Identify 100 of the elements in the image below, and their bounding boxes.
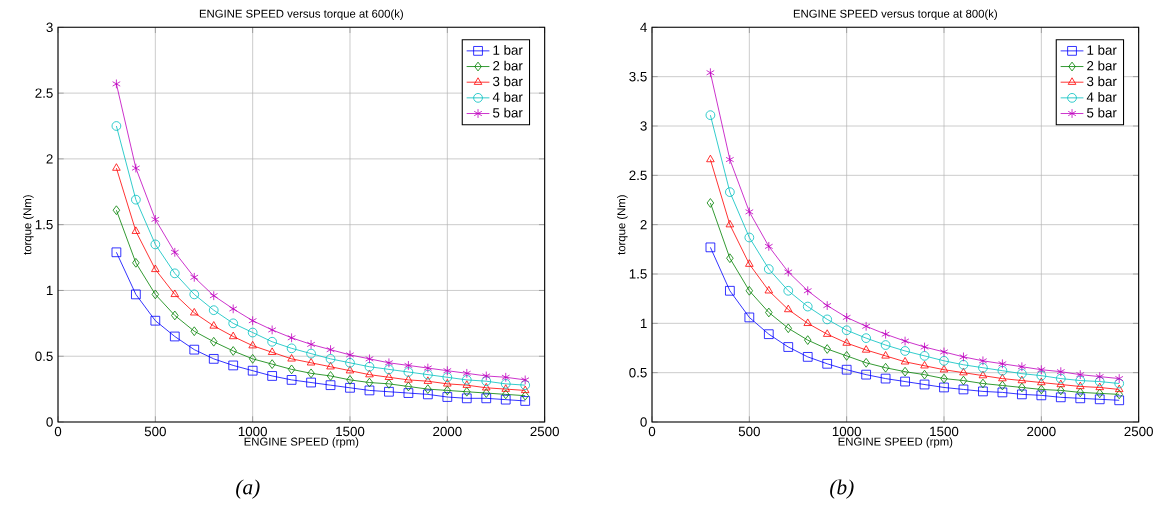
point bbox=[171, 310, 179, 321]
point bbox=[1056, 366, 1066, 377]
point bbox=[151, 264, 160, 272]
point bbox=[842, 312, 851, 323]
point bbox=[804, 335, 812, 345]
point bbox=[268, 359, 276, 369]
x-tick-label: 2500 bbox=[530, 426, 559, 437]
point bbox=[1037, 364, 1046, 375]
point bbox=[861, 345, 871, 353]
point bbox=[520, 385, 530, 394]
point bbox=[725, 187, 735, 197]
point bbox=[384, 358, 394, 368]
x-tick-label: 1500 bbox=[336, 426, 365, 437]
point bbox=[481, 393, 492, 404]
point bbox=[424, 384, 432, 394]
point bbox=[920, 360, 929, 369]
point bbox=[725, 154, 735, 165]
point bbox=[209, 290, 218, 301]
point bbox=[978, 362, 988, 373]
point bbox=[706, 154, 715, 163]
point bbox=[423, 369, 433, 380]
point bbox=[500, 394, 511, 405]
point bbox=[958, 384, 969, 395]
point bbox=[287, 364, 296, 375]
point bbox=[228, 318, 238, 329]
x-tick-label: 0 bbox=[54, 426, 62, 437]
point bbox=[919, 379, 930, 390]
x-tick-label: 2000 bbox=[433, 426, 462, 437]
legend-label: 2 bar bbox=[1087, 60, 1117, 71]
point bbox=[998, 358, 1007, 369]
point bbox=[1094, 394, 1105, 405]
point bbox=[111, 247, 122, 258]
y-tick-label: 2 bbox=[640, 220, 647, 230]
y-tick-label: 1 bbox=[46, 285, 53, 296]
point bbox=[802, 352, 813, 362]
point bbox=[462, 368, 472, 379]
chart-title: ENGINE SPEED versus torque at 800(k) bbox=[793, 9, 997, 20]
point bbox=[482, 388, 490, 398]
point bbox=[881, 362, 890, 373]
point bbox=[764, 329, 774, 339]
point bbox=[881, 351, 890, 359]
point bbox=[1075, 393, 1086, 404]
point bbox=[112, 163, 121, 171]
chart-title: ENGINE SPEED versus torque at 600(k) bbox=[199, 9, 403, 20]
point bbox=[384, 372, 394, 380]
point bbox=[267, 347, 277, 355]
point bbox=[1095, 382, 1104, 391]
point bbox=[784, 304, 793, 313]
point bbox=[365, 354, 374, 364]
y-axis-title: torque (Nm) bbox=[23, 195, 34, 255]
point bbox=[208, 305, 219, 315]
point bbox=[365, 369, 374, 378]
point bbox=[725, 219, 735, 228]
point bbox=[998, 380, 1007, 391]
point bbox=[482, 371, 491, 381]
point bbox=[939, 382, 949, 393]
point bbox=[150, 239, 161, 250]
point bbox=[862, 358, 870, 368]
point bbox=[1075, 375, 1086, 386]
point bbox=[764, 241, 774, 252]
point bbox=[228, 304, 238, 314]
y-tick-label: 0 bbox=[640, 417, 647, 427]
point bbox=[209, 321, 218, 329]
point bbox=[500, 379, 511, 389]
point bbox=[745, 285, 754, 296]
point bbox=[423, 363, 433, 373]
point bbox=[170, 289, 180, 297]
point bbox=[442, 392, 453, 402]
point bbox=[783, 342, 794, 352]
point bbox=[1114, 373, 1124, 384]
point bbox=[744, 312, 755, 323]
point bbox=[745, 207, 754, 217]
point bbox=[364, 385, 375, 396]
point bbox=[111, 121, 122, 131]
point bbox=[190, 272, 199, 283]
point bbox=[132, 258, 140, 268]
point bbox=[248, 315, 257, 326]
point bbox=[1017, 389, 1027, 400]
point bbox=[384, 386, 394, 397]
legend-label: 4 bar bbox=[492, 92, 523, 102]
point bbox=[998, 373, 1007, 382]
y-tick-label: 2.5 bbox=[35, 88, 53, 98]
point bbox=[959, 375, 968, 386]
point bbox=[842, 338, 851, 346]
point bbox=[1056, 373, 1066, 384]
point bbox=[822, 314, 832, 325]
point bbox=[306, 348, 316, 359]
point bbox=[784, 267, 793, 277]
point bbox=[151, 289, 160, 300]
point bbox=[880, 340, 891, 350]
point bbox=[307, 368, 315, 379]
point bbox=[802, 301, 813, 312]
y-tick-label: 1.5 bbox=[629, 269, 647, 279]
point bbox=[822, 329, 832, 337]
y-tick-label: 1.5 bbox=[35, 220, 53, 230]
point bbox=[900, 346, 910, 356]
point bbox=[131, 226, 141, 234]
point bbox=[521, 390, 529, 401]
point bbox=[247, 365, 258, 376]
point bbox=[443, 365, 452, 376]
